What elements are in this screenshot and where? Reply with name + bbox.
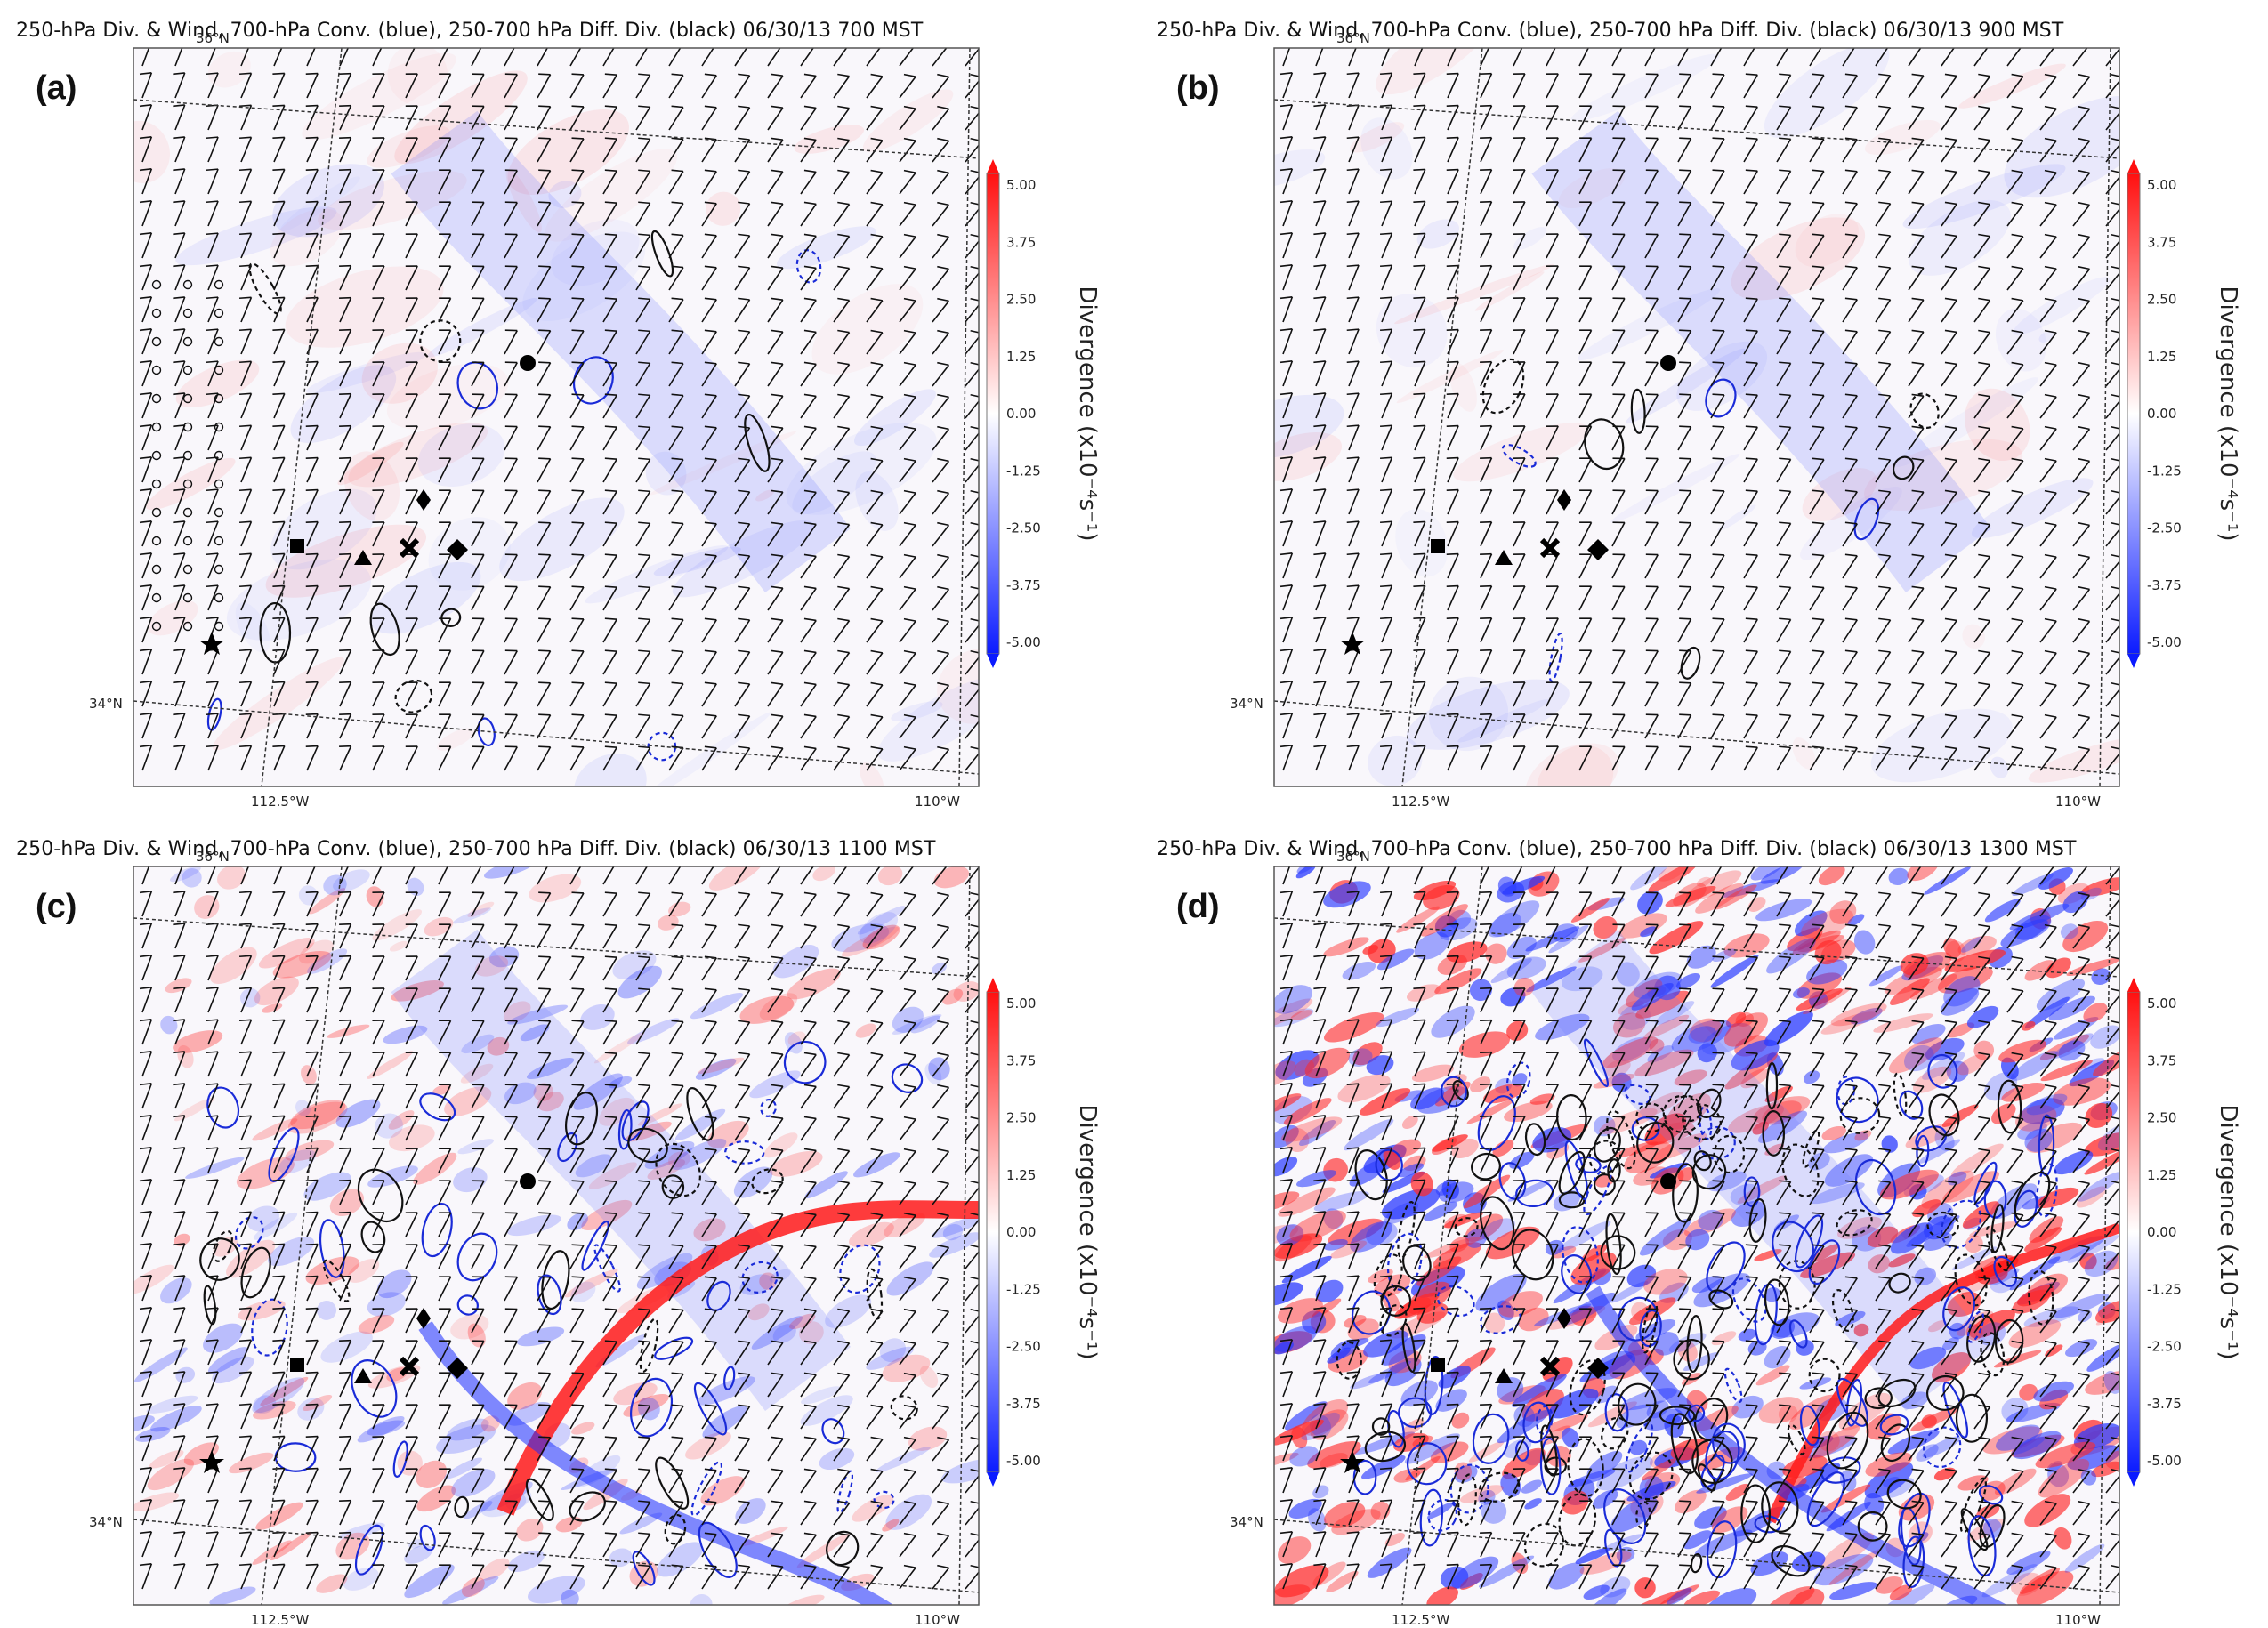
panel-label: (b): [1176, 69, 1220, 108]
colorbar-tick-label: 3.75: [2147, 1052, 2176, 1068]
colorbar-tick-label: 1.25: [2147, 1167, 2176, 1183]
colorbar-max-extension: [2127, 978, 2140, 992]
lon-label-110: 110°W: [2055, 794, 2101, 810]
lon-label-110: 110°W: [915, 1612, 960, 1628]
colorbar-tick-label: 0.00: [2147, 406, 2176, 422]
colorbar-tick-label: -2.50: [1006, 1339, 1041, 1355]
station-square: [1431, 539, 1445, 553]
colorbar: [987, 992, 999, 1472]
colorbar-label: Divergence (x10⁻⁴s⁻¹): [2215, 286, 2241, 542]
station-square: [290, 539, 304, 553]
colorbar-tick-label: 5.00: [1006, 177, 1036, 193]
colorbar-tick-label: 2.50: [1006, 292, 1036, 308]
colorbar-tick-label: 5.00: [2147, 177, 2176, 193]
colorbar-min-extension: [2127, 654, 2140, 668]
lon-label-110: 110°W: [915, 794, 960, 810]
lon-label-112-5: 112.5°W: [251, 1612, 309, 1628]
colorbar-max-extension: [987, 159, 999, 173]
colorbar-tick-label: 3.75: [1006, 234, 1036, 250]
colorbar-tick-label: 5.00: [1006, 995, 1036, 1011]
colorbar-tick-label: -1.25: [2147, 1281, 2182, 1297]
colorbar-tick-label: 2.50: [1006, 1110, 1036, 1126]
colorbar-tick-label: 3.75: [1006, 1052, 1036, 1068]
station-circle: [520, 1173, 536, 1189]
colorbar: [987, 173, 999, 654]
panel: 250-hPa Div. & Wind, 700-hPa Conv. (blue…: [1148, 827, 2268, 1628]
colorbar-tick-label: -1.25: [2147, 463, 2182, 479]
station-square: [1431, 1358, 1445, 1372]
colorbar-tick-label: -5.00: [1006, 1453, 1041, 1469]
colorbar-tick-label: 1.25: [2147, 349, 2176, 365]
colorbar-tick-label: -2.50: [2147, 520, 2182, 536]
lat-label-36: 36°N: [196, 30, 230, 46]
colorbar-min-extension: [987, 1472, 999, 1487]
station-circle: [520, 355, 536, 371]
colorbar-label: Divergence (x10⁻⁴s⁻¹): [1074, 286, 1101, 542]
colorbar-tick-label: -3.75: [1006, 1396, 1041, 1412]
station-circle: [1660, 1173, 1676, 1189]
colorbar: [2127, 992, 2140, 1472]
colorbar-max-extension: [987, 978, 999, 992]
colorbar-tick-label: -3.75: [2147, 577, 2182, 593]
colorbar-tick-label: -1.25: [1006, 1281, 1041, 1297]
colorbar-tick-label: 0.00: [2147, 1224, 2176, 1240]
lon-label-112-5: 112.5°W: [251, 794, 309, 810]
colorbar-tick-label: -3.75: [2147, 1396, 2182, 1412]
colorbar-label: Divergence (x10⁻⁴s⁻¹): [2215, 1105, 2241, 1360]
colorbar-tick-label: 1.25: [1006, 349, 1036, 365]
colorbar-tick-label: 2.50: [2147, 1110, 2176, 1126]
map-plot: 36°N 34°N 112.5°W 110°W 5.00 3.75 2.50 1.25 0.00…: [7, 9, 1128, 810]
lat-label-36: 36°N: [1336, 30, 1370, 46]
colorbar-tick-label: 5.00: [2147, 995, 2176, 1011]
colorbar-tick-label: 0.00: [1006, 1224, 1036, 1240]
colorbar-min-extension: [2127, 1472, 2140, 1487]
lat-label-34: 34°N: [1230, 696, 1263, 712]
colorbar-min-extension: [987, 654, 999, 668]
lon-label-110: 110°W: [2055, 1612, 2101, 1628]
map-plot: 36°N 34°N 112.5°W 110°W 5.00 3.75 2.50 1.25 0.00…: [1148, 827, 2268, 1628]
lat-label-34: 34°N: [1230, 1514, 1263, 1530]
lon-label-112-5: 112.5°W: [1392, 1612, 1449, 1628]
colorbar-tick-label: 0.00: [1006, 406, 1036, 422]
panel: 250-hPa Div. & Wind, 700-hPa Conv. (blue…: [7, 9, 1128, 810]
colorbar-max-extension: [2127, 159, 2140, 173]
colorbar-label: Divergence (x10⁻⁴s⁻¹): [1074, 1105, 1101, 1360]
colorbar-tick-label: -3.75: [1006, 577, 1041, 593]
colorbar-tick-label: -1.25: [1006, 463, 1041, 479]
colorbar-tick-label: -2.50: [2147, 1339, 2182, 1355]
panel-label: (a): [36, 69, 77, 108]
lat-label-36: 36°N: [196, 849, 230, 865]
map-plot: 36°N 34°N 112.5°W 110°W 5.00 3.75 2.50 1.25 0.00…: [1148, 9, 2268, 810]
station-circle: [1660, 355, 1676, 371]
colorbar-tick-label: 2.50: [2147, 292, 2176, 308]
station-square: [290, 1358, 304, 1372]
lon-label-112-5: 112.5°W: [1392, 794, 1449, 810]
colorbar: [2127, 173, 2140, 654]
colorbar-tick-label: 3.75: [2147, 234, 2176, 250]
colorbar-tick-label: -5.00: [1006, 634, 1041, 650]
panel: 250-hPa Div. & Wind, 700-hPa Conv. (blue…: [1148, 9, 2268, 810]
panel-label: (c): [36, 888, 77, 926]
colorbar-tick-label: -2.50: [1006, 520, 1041, 536]
panel: 250-hPa Div. & Wind, 700-hPa Conv. (blue…: [7, 827, 1128, 1628]
lat-label-34: 34°N: [89, 696, 123, 712]
colorbar-tick-label: -5.00: [2147, 634, 2182, 650]
map-plot: 36°N 34°N 112.5°W 110°W 5.00 3.75 2.50 1.25 0.00…: [7, 827, 1128, 1628]
panel-label: (d): [1176, 888, 1220, 926]
lat-label-36: 36°N: [1336, 849, 1370, 865]
colorbar-tick-label: -5.00: [2147, 1453, 2182, 1469]
lat-label-34: 34°N: [89, 1514, 123, 1530]
colorbar-tick-label: 1.25: [1006, 1167, 1036, 1183]
